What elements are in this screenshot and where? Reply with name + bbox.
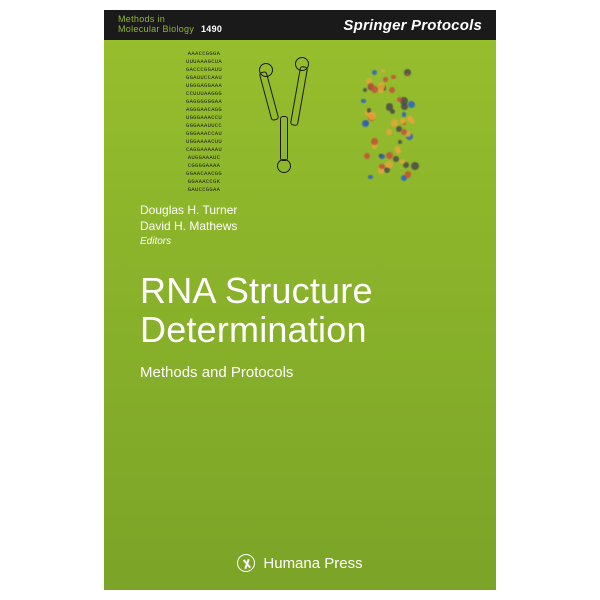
- book-subtitle: Methods and Protocols: [140, 364, 476, 381]
- series-label: Methods in Molecular Biology 1490: [118, 15, 222, 35]
- sequence-line: GGGAAAUUCC: [186, 122, 222, 129]
- editors-role: Editors: [140, 235, 237, 249]
- sequence-line: GGAUUCCAAU: [186, 74, 222, 81]
- editor-name-1: Douglas H. Turner: [140, 202, 237, 218]
- publisher-block: Humana Press: [104, 554, 496, 572]
- humana-logo-icon: [237, 554, 255, 572]
- sequence-line: GAGGGGGGAA: [186, 98, 222, 105]
- cover-graphics: AAACCGGGAUUUAAAGCUAGACCCGGAUUGGAUUCCAAUU…: [104, 52, 496, 190]
- sequence-line: GACCCGGAUU: [186, 66, 222, 73]
- editors-block: Douglas H. Turner David H. Mathews Edito…: [140, 202, 237, 249]
- sequence-line: UGGAAAACUU: [186, 138, 222, 145]
- series-line1: Methods in: [118, 14, 165, 24]
- publisher-name: Humana Press: [263, 555, 362, 572]
- sequence-line: GGGAAACCAU: [186, 130, 222, 137]
- sequence-line: UGGGAAACCU: [186, 114, 222, 121]
- sequence-line: UGGGAGGAAA: [186, 82, 222, 89]
- title-line2: Determination: [140, 309, 367, 350]
- sequence-line: AAACCGGGA: [188, 50, 220, 57]
- sequence-line: GGAAACCGK: [188, 178, 220, 185]
- title-line1: RNA Structure: [140, 270, 373, 311]
- sequence-line: GGAACAACGG: [186, 170, 222, 177]
- sequence-line: AGGGAACAGG: [186, 106, 222, 113]
- secondary-structure-diagram: [245, 61, 335, 181]
- sequence-block: AAACCGGGAUUUAAAGCUAGACCCGGAUUGGAUUCCAAUU…: [169, 50, 239, 193]
- book-title: RNA Structure Determination: [140, 272, 476, 350]
- sequence-line: CCUUUAAGGG: [186, 90, 222, 97]
- brand-label: Springer Protocols: [343, 17, 482, 34]
- editor-name-2: David H. Mathews: [140, 218, 237, 234]
- sequence-line: CGGGGAAAA: [188, 162, 220, 169]
- book-cover: Methods in Molecular Biology 1490 Spring…: [104, 10, 496, 590]
- volume-number: 1490: [201, 24, 222, 34]
- tertiary-structure-graphic: [341, 61, 431, 181]
- sequence-line: GAUCCGGAA: [188, 186, 220, 193]
- title-block: RNA Structure Determination Methods and …: [140, 272, 476, 381]
- sequence-line: UUUAAAGCUA: [186, 58, 222, 65]
- sequence-line: AUGGAAAUC: [188, 154, 220, 161]
- top-bar: Methods in Molecular Biology 1490 Spring…: [104, 10, 496, 40]
- series-line2: Molecular Biology: [118, 24, 194, 34]
- sequence-line: CAGGAAAAAU: [186, 146, 222, 153]
